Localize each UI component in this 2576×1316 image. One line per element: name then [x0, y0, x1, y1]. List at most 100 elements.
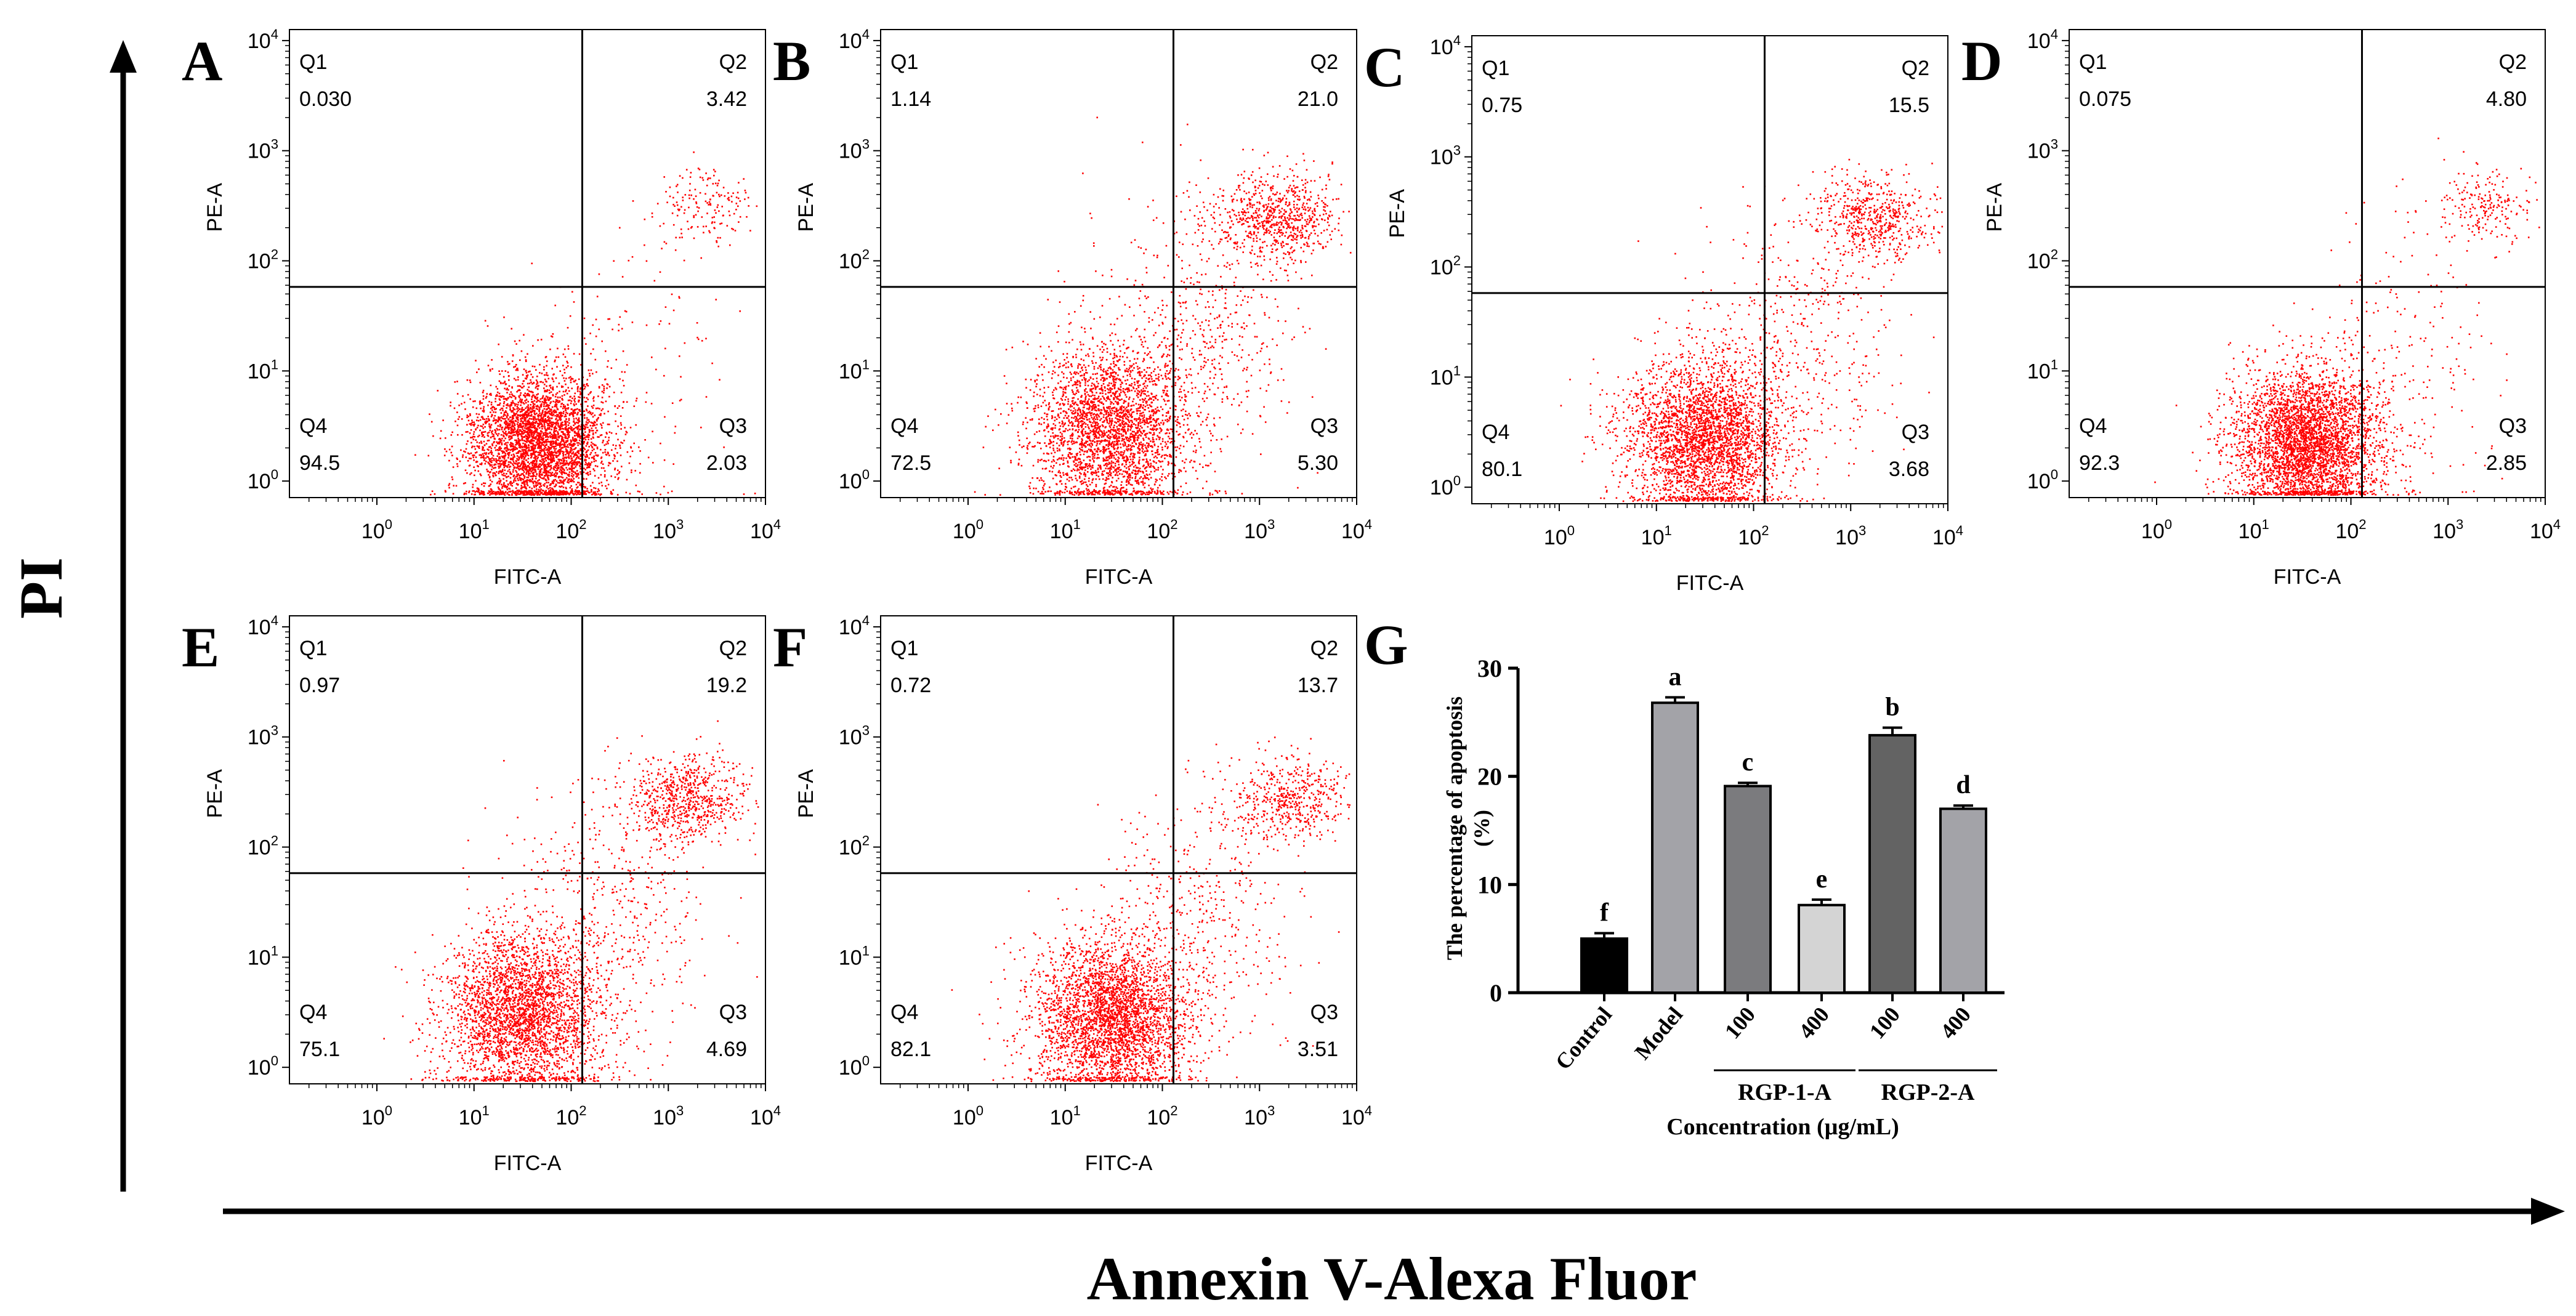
- scatter-point: [641, 493, 643, 495]
- scatter-point: [529, 370, 531, 373]
- scatter-point: [1081, 379, 1083, 381]
- scatter-point: [522, 453, 524, 454]
- scatter-point: [571, 387, 573, 390]
- scatter-point: [1065, 411, 1067, 413]
- scatter-point: [527, 461, 529, 463]
- scatter-point: [688, 194, 690, 196]
- scatter-point: [469, 398, 471, 400]
- scatter-point: [517, 389, 519, 392]
- scatter-point: [507, 427, 509, 429]
- scatter-point: [503, 466, 506, 469]
- scatter-point: [615, 413, 616, 415]
- scatter-point: [544, 389, 546, 392]
- scatter-point: [537, 426, 539, 427]
- scatter-point: [992, 429, 994, 431]
- scatter-point: [591, 450, 594, 451]
- scatter-point: [1116, 429, 1119, 431]
- scatter-point: [479, 463, 481, 465]
- scatter-point: [597, 418, 599, 420]
- scatter-point: [488, 425, 490, 427]
- scatter-point: [468, 453, 470, 455]
- scatter-point: [1113, 386, 1116, 389]
- scatter-point: [548, 466, 550, 467]
- scatter-point: [482, 448, 483, 450]
- scatter-point: [610, 367, 613, 369]
- scatter-point: [696, 226, 699, 228]
- scatter-point: [513, 422, 515, 424]
- scatter-point: [732, 192, 734, 194]
- scatter-point: [1072, 456, 1074, 458]
- scatter-point: [524, 429, 526, 432]
- scatter-point: [491, 464, 493, 466]
- scatter-point: [547, 476, 549, 478]
- scatter-point: [1120, 451, 1122, 453]
- scatter-point: [507, 405, 509, 407]
- scatter-point: [528, 386, 530, 389]
- scatter-point: [579, 443, 581, 445]
- scatter-point: [511, 454, 512, 456]
- scatter-point: [1107, 475, 1110, 477]
- scatter-point: [523, 419, 526, 421]
- scatter-point: [534, 451, 536, 454]
- scatter-point: [615, 358, 617, 361]
- scatter-point: [584, 427, 586, 429]
- scatter-point: [560, 459, 563, 462]
- scatter-point: [1081, 483, 1083, 485]
- scatter-point: [545, 474, 547, 476]
- scatter-point: [534, 417, 536, 419]
- scatter-point: [570, 447, 573, 450]
- scatter-point: [527, 454, 528, 456]
- q3-label: Q3: [719, 414, 747, 438]
- scatter-point: [512, 429, 514, 430]
- scatter-point: [602, 442, 604, 443]
- scatter-point: [1118, 409, 1120, 411]
- scatter-point: [663, 241, 666, 243]
- scatter-point: [727, 198, 729, 200]
- scatter-point: [531, 383, 533, 385]
- scatter-point: [551, 444, 552, 446]
- scatter-point: [693, 237, 695, 240]
- scatter-point: [487, 416, 489, 418]
- scatter-point: [508, 375, 510, 377]
- scatter-point: [505, 491, 507, 493]
- scatter-point: [542, 418, 544, 420]
- scatter-point: [1011, 410, 1014, 412]
- scatter-point: [541, 401, 543, 403]
- scatter-point: [1084, 380, 1086, 382]
- scatter-point: [548, 389, 551, 392]
- scatter-point: [549, 442, 552, 445]
- scatter-point: [1086, 408, 1088, 410]
- scatter-point: [480, 440, 482, 443]
- scatter-point: [490, 490, 491, 493]
- scatter-point: [451, 431, 453, 434]
- scatter-point: [1146, 404, 1149, 406]
- scatter-point: [522, 450, 524, 452]
- scatter-point: [549, 422, 552, 424]
- scatter-point: [553, 373, 555, 375]
- scatter-point: [512, 463, 514, 465]
- scatter-point: [610, 432, 613, 434]
- scatter-point: [690, 194, 692, 196]
- scatter-point: [525, 359, 527, 361]
- scatter-point: [718, 193, 720, 196]
- scatter-point: [513, 413, 515, 415]
- scatter-point: [1161, 414, 1164, 416]
- scatter-point: [647, 456, 650, 459]
- scatter-point: [490, 411, 491, 413]
- scatter-point: [1144, 430, 1145, 432]
- scatter-point: [607, 441, 608, 443]
- scatter-point: [1203, 392, 1206, 395]
- scatter-point: [589, 473, 591, 475]
- scatter-point: [1068, 480, 1070, 482]
- scatter-point: [507, 432, 510, 434]
- scatter-point: [716, 185, 719, 187]
- scatter-point: [458, 416, 461, 418]
- scatter-point: [461, 434, 463, 436]
- scatter-point: [591, 427, 593, 429]
- scatter-point: [538, 423, 540, 425]
- scatter-point: [525, 411, 527, 413]
- scatter-point: [568, 434, 570, 437]
- scatter-point: [561, 427, 563, 430]
- scatter-point: [1102, 435, 1105, 438]
- scatter-point: [578, 418, 580, 420]
